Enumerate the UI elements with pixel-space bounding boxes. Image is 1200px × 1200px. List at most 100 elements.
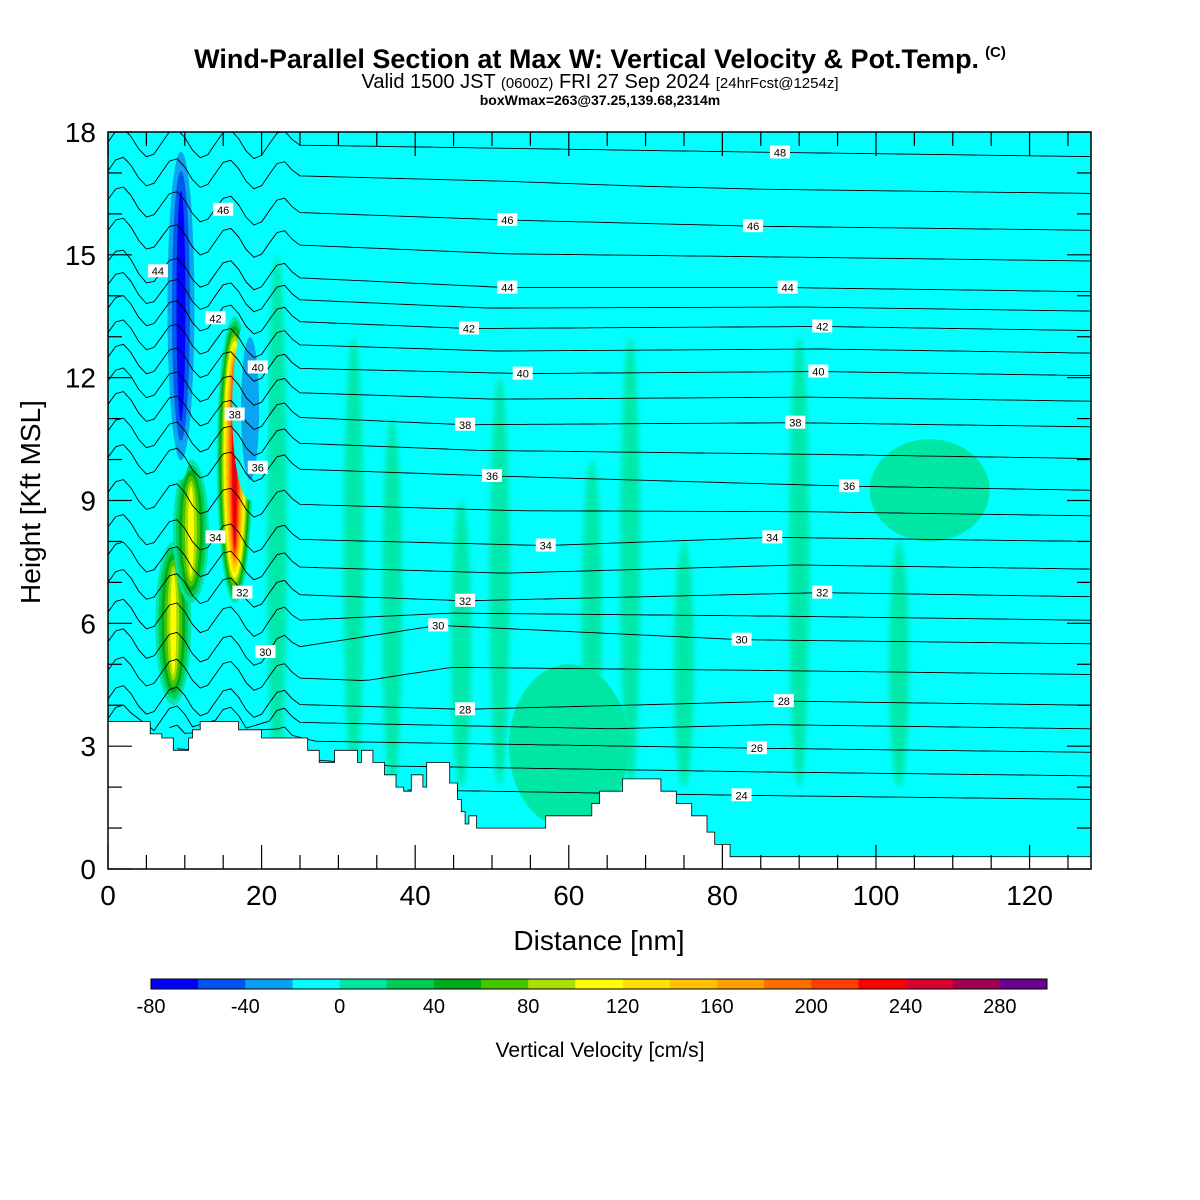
- contour-label: 34: [205, 530, 226, 544]
- contour-label: 40: [512, 366, 533, 381]
- colorbar-swatch: [151, 979, 199, 989]
- contour-label-text: 38: [459, 420, 471, 432]
- contour-label-text: 46: [217, 205, 229, 217]
- contour-label-box: [232, 585, 253, 599]
- contour-label-box: [455, 702, 476, 716]
- colorbar-swatch: [528, 979, 576, 989]
- contour-label-text: 30: [735, 635, 747, 647]
- colorbar-swatch: [952, 979, 1001, 989]
- copyright-mark: (C): [985, 44, 1006, 61]
- terrain-profile: [108, 721, 1091, 869]
- contour-label: 44: [497, 280, 518, 295]
- contour-label: 24: [731, 788, 752, 802]
- theta-contour-line: [108, 132, 1091, 160]
- velocity-feature: [170, 572, 177, 675]
- contour-label-text: 46: [747, 221, 759, 233]
- chart-title-text: Wind-Parallel Section at Max W: Vertical…: [194, 44, 980, 74]
- contour-label-box: [481, 468, 502, 482]
- theta-contour-line: [108, 598, 1091, 637]
- weak-updraft-band: [343, 336, 364, 788]
- contour-label: 46: [743, 219, 764, 233]
- weak-updraft-band: [889, 541, 910, 788]
- x-tick-label: 100: [853, 880, 900, 911]
- contour-label-text: 34: [209, 532, 221, 544]
- contour-label: 42: [812, 319, 833, 333]
- contour-label: 34: [535, 538, 556, 553]
- contour-label: 38: [785, 415, 806, 430]
- colorbar-tick-label: 120: [606, 996, 639, 1018]
- theta-contour-line: [108, 319, 1091, 359]
- colorbar-tick-label: 40: [423, 996, 445, 1018]
- theta-contour-line: [108, 367, 1091, 406]
- contour-label: 32: [232, 585, 253, 600]
- velocity-feature: [508, 664, 629, 829]
- x-tick-label: 0: [100, 880, 116, 911]
- theta-contour-line: [108, 479, 1091, 518]
- contour-label-text: 32: [816, 588, 828, 600]
- contour-label-box: [205, 530, 226, 544]
- colorbar-tick-label: -40: [231, 996, 260, 1018]
- contour-label-box: [812, 585, 833, 599]
- contour-label-text: 44: [501, 283, 513, 295]
- contour-label: 36: [247, 460, 268, 475]
- contour-label-text: 42: [463, 324, 475, 336]
- theta-contour-line: [108, 272, 1091, 313]
- contour-label: 30: [428, 618, 449, 632]
- chart-title: Wind-Parallel Section at Max W: Vertical…: [0, 44, 1200, 75]
- colorbar-title: Vertical Velocity [cm/s]: [496, 1039, 705, 1062]
- colorbar-swatch: [386, 979, 435, 989]
- contour-label-box: [512, 366, 533, 380]
- colorbar-swatch: [716, 979, 765, 989]
- contour-label-box: [812, 319, 833, 333]
- contour-label-text: 30: [259, 647, 271, 659]
- theta-contours: [108, 132, 1091, 800]
- contour-label: 38: [224, 407, 245, 422]
- contour-label-box: [497, 280, 518, 294]
- theta-contour-line: [108, 444, 1091, 491]
- theta-contour-line: [169, 724, 1091, 753]
- colorbar-swatch: [575, 979, 624, 989]
- contour-label: 28: [773, 694, 794, 708]
- contour-label: 44: [777, 280, 798, 295]
- contour-label: 38: [455, 417, 476, 432]
- contour-label-box: [785, 415, 806, 429]
- colorbar-swatch: [764, 979, 812, 989]
- theta-contour-line: [108, 295, 1091, 335]
- contour-label-box: [224, 407, 245, 421]
- weak-updraft-band: [382, 418, 403, 788]
- y-tick-label: 0: [80, 854, 96, 885]
- colorbar-swatch: [811, 979, 859, 989]
- theta-contour-line: [108, 704, 1091, 732]
- valid-prefix: Valid 1500 JST: [361, 71, 496, 93]
- valid-time-line: Valid 1500 JST (0600Z) FRI 27 Sep 2024 […: [0, 72, 1200, 94]
- colorbar: -80 -40 0 40 80 120 160 200 240 280: [137, 978, 1048, 1018]
- weak-updraft-band: [789, 336, 810, 788]
- theta-contour-line: [108, 656, 1091, 691]
- contour-label-text: 28: [778, 696, 790, 708]
- contour-label: 36: [839, 479, 860, 493]
- contour-label-text: 34: [766, 532, 778, 544]
- x-tick-label: 80: [707, 880, 738, 911]
- x-tick-label: 120: [1006, 880, 1053, 911]
- contour-label-text: 26: [751, 743, 763, 755]
- theta-contour-line: [407, 789, 1091, 800]
- contour-label-box: [773, 694, 794, 708]
- contour-label-box: [777, 280, 798, 294]
- weak-updraft-band: [266, 254, 287, 788]
- colorbar-swatch: [999, 979, 1048, 989]
- colorbar-swatch: [245, 979, 293, 989]
- valid-date: FRI 27 Sep 2024: [558, 71, 711, 93]
- contour-label-text: 24: [735, 790, 747, 802]
- y-tick-label: 3: [80, 731, 96, 762]
- velocity-feature: [176, 190, 186, 422]
- contour-label: 40: [247, 360, 268, 374]
- y-tick-label: 12: [65, 363, 96, 394]
- contour-label-box: [839, 479, 860, 493]
- colorbar-swatch: [858, 979, 907, 989]
- contour-label-text: 38: [789, 418, 801, 430]
- contour-label-text: 48: [774, 147, 786, 159]
- contour-labels: 24 26 28 28 30 30 30 32 32 32 34 34 34 36 36 36 38 38 38 40…: [147, 145, 860, 802]
- contour-label-box: [458, 321, 479, 335]
- colorbar-swatch: [292, 979, 341, 989]
